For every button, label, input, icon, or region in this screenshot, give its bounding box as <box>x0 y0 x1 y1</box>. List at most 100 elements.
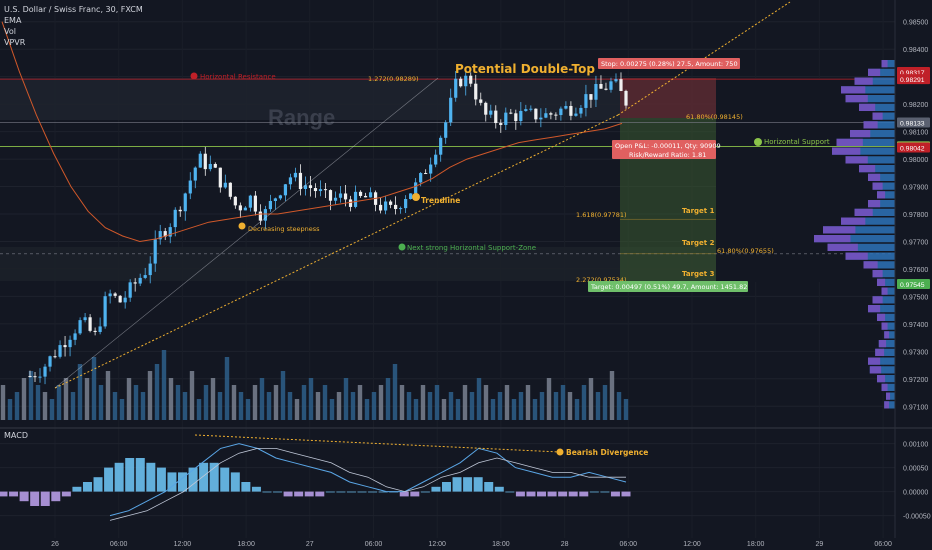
volume-bar <box>511 399 517 420</box>
volume-profile-bar <box>877 375 886 383</box>
volume-profile-bar <box>877 313 895 321</box>
macd-hist-bar <box>199 462 209 492</box>
indicator-vpvr[interactable]: VPVR <box>4 38 26 47</box>
volume-profile-bar <box>868 357 895 365</box>
volume-profile-bar <box>814 235 851 243</box>
candle-body <box>123 297 127 303</box>
volume-bar <box>350 392 356 420</box>
candle-body <box>53 356 57 358</box>
candle-body <box>233 196 237 206</box>
candle-body <box>404 199 408 209</box>
volume-profile-bar <box>877 191 886 199</box>
next-support-dot[interactable] <box>398 243 406 251</box>
volume-profile-bar <box>854 77 895 85</box>
macd-hist-bar <box>72 486 82 492</box>
macd-hist-bar <box>378 491 388 493</box>
macd-hist-bar <box>346 491 356 493</box>
volume-profile-bar <box>886 392 895 400</box>
candle-body <box>594 83 598 100</box>
macd-hist-bar <box>114 462 124 492</box>
decreasing-steepness-dot[interactable] <box>238 222 246 230</box>
macd-hist-bar <box>537 491 547 497</box>
candle-body <box>143 275 147 278</box>
candle-body <box>98 326 102 332</box>
candle-body <box>469 75 473 84</box>
volume-bar <box>182 392 188 420</box>
macd-pane-label[interactable]: MACD <box>4 431 28 440</box>
candle-body <box>609 81 613 90</box>
volume-bar <box>406 392 412 420</box>
volume-bar <box>217 392 223 420</box>
candle-body <box>228 182 232 197</box>
candle-body <box>183 193 187 212</box>
volume-profile-bar <box>859 165 876 173</box>
volume-profile-bar <box>872 182 883 190</box>
candles <box>28 70 628 385</box>
volume-profile-bar <box>859 103 876 111</box>
volume-bar <box>210 378 216 420</box>
candle-body <box>363 195 368 198</box>
symbol-title[interactable]: U.S. Dollar / Swiss Franc, 30, FXCM <box>4 5 143 14</box>
volume-bar <box>483 385 489 420</box>
candle-body <box>394 204 398 210</box>
horizontal-resistance-dot[interactable] <box>190 72 198 80</box>
candle-body <box>173 209 177 228</box>
bearish-divergence-dot[interactable] <box>556 448 564 456</box>
volume-bar <box>49 399 55 420</box>
indicator-ema[interactable]: EMA <box>4 16 22 25</box>
macd-hist-bar <box>515 491 525 497</box>
volume-bar <box>532 399 538 420</box>
macd-hist-bar <box>262 491 272 493</box>
macd-hist-bar <box>178 472 188 492</box>
macd-hist-bar <box>40 491 50 506</box>
volume-bar <box>14 392 20 420</box>
candle-body <box>589 94 593 100</box>
macd-hist-bar <box>399 491 409 497</box>
macd-hist-bar <box>420 491 430 493</box>
indicator-vol[interactable]: Vol <box>4 27 16 36</box>
pnl-box <box>612 140 716 159</box>
volume-bar <box>567 392 573 420</box>
macd-hist-bar <box>494 486 504 492</box>
target3-label: Target 3 <box>682 270 715 278</box>
candle-body <box>178 209 182 212</box>
candle-body <box>303 185 308 190</box>
price-tick: 0.97500 <box>903 294 928 301</box>
macd-tick: 0.00000 <box>903 490 928 497</box>
volume-bar <box>595 392 601 420</box>
volume-profile-bar <box>854 77 873 85</box>
macd-hist-bar <box>104 467 114 492</box>
volume-bar <box>112 392 118 420</box>
price-tick: 0.98400 <box>903 47 928 54</box>
level-lines <box>0 78 895 255</box>
target2-label: Target 2 <box>682 239 715 247</box>
bearish-divergence-label: Bearish Divergence <box>566 448 648 457</box>
macd-axis[interactable]: 0.00100 0.00050 0.00000 -0.00050 <box>903 442 931 521</box>
trendline-dot[interactable] <box>412 193 420 201</box>
price-tick: 0.97700 <box>903 239 928 246</box>
time-tick: 28 <box>561 541 569 548</box>
candle-body <box>193 167 197 181</box>
time-axis[interactable]: 26 06:00 12:00 18:00 27 06:00 12:00 18:00 28 06:0… <box>51 541 932 548</box>
volume-bar <box>581 385 587 420</box>
volume-profile-bar <box>868 68 895 76</box>
volume-bar <box>119 399 125 420</box>
macd-hist-bar <box>51 491 61 502</box>
volume-bar <box>476 378 482 420</box>
candle-body <box>584 94 588 108</box>
volume-bar <box>252 385 258 420</box>
time-tick: 12:00 <box>683 541 701 548</box>
candle-body <box>213 163 217 168</box>
macd-hist-bar <box>315 491 325 497</box>
candle-body <box>203 153 207 170</box>
fib-618-b: 61.80%(0.97655) <box>717 247 774 255</box>
horizontal-support-dot[interactable] <box>754 138 762 146</box>
volume-profile-bar <box>854 208 895 216</box>
stop-label-box <box>598 58 740 69</box>
macd-hist-bar <box>241 482 251 492</box>
macd-hist-bar <box>209 462 219 492</box>
volume-bar <box>574 399 580 420</box>
volume-profile-bar <box>832 147 895 155</box>
volume-bar <box>175 385 181 420</box>
